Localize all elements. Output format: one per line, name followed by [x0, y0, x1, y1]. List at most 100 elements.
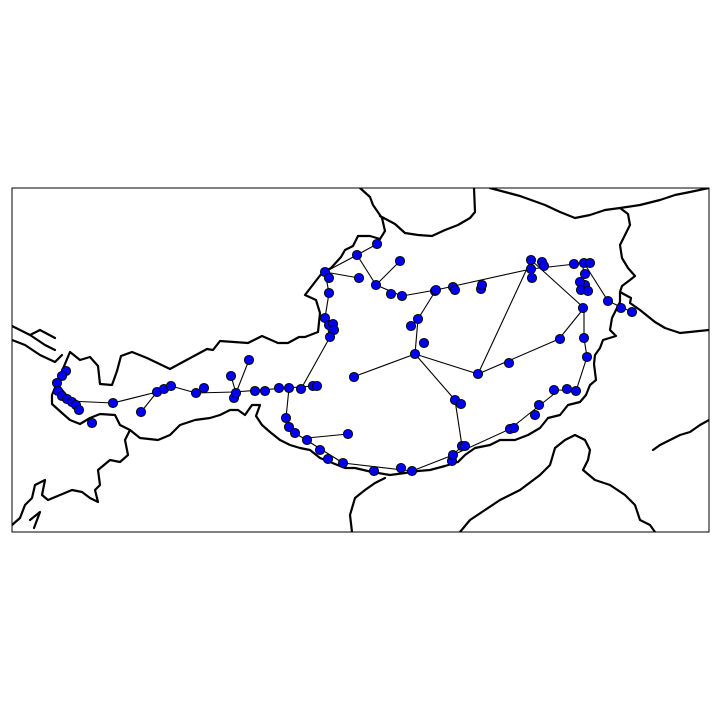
- network-node: [289, 427, 301, 439]
- network-node: [311, 380, 323, 392]
- border-east-slovakia: [618, 188, 709, 210]
- network-node: [322, 453, 334, 465]
- network-node: [337, 457, 349, 469]
- network-node: [259, 385, 271, 397]
- network-node: [526, 272, 538, 284]
- network-node: [533, 399, 545, 411]
- network-node: [626, 306, 638, 318]
- network-edge: [454, 399, 463, 447]
- network-node: [538, 260, 550, 272]
- network-node: [406, 465, 418, 477]
- network-node: [615, 302, 627, 314]
- network-node: [314, 444, 326, 456]
- network-edge: [477, 259, 532, 375]
- network-node: [295, 383, 307, 395]
- network-node: [472, 368, 484, 380]
- network-node: [370, 279, 382, 291]
- network-node: [353, 272, 365, 284]
- network-node: [525, 254, 537, 266]
- network-node: [503, 357, 515, 369]
- network-node: [581, 351, 593, 363]
- network-node: [283, 421, 295, 433]
- network-edge: [411, 454, 454, 472]
- network-node: [135, 406, 147, 418]
- border-south-italy: [12, 418, 709, 532]
- network-node: [230, 387, 242, 399]
- network-node: [455, 398, 467, 410]
- network-node: [447, 449, 459, 461]
- network-node: [86, 417, 98, 429]
- border-austria-outline: [50, 188, 709, 477]
- network-node: [449, 284, 461, 296]
- network-nodes: [51, 238, 638, 477]
- network-edge: [583, 262, 609, 302]
- network-node: [554, 333, 566, 345]
- network-node: [225, 370, 237, 382]
- network-node: [412, 313, 424, 325]
- network-node: [394, 255, 406, 267]
- network-node: [430, 284, 442, 296]
- network-node: [368, 465, 380, 477]
- network-node: [577, 302, 589, 314]
- network-node: [385, 288, 397, 300]
- network-node: [548, 384, 560, 396]
- network-edge: [306, 433, 349, 439]
- network-node: [165, 380, 177, 392]
- network-node: [371, 238, 383, 250]
- network-node: [323, 272, 335, 284]
- network-edge: [414, 318, 419, 355]
- network-node: [280, 412, 292, 424]
- network-edge: [575, 356, 588, 392]
- network-node: [476, 279, 488, 291]
- network-node: [405, 320, 417, 332]
- network-node: [418, 337, 430, 349]
- network-edge: [112, 391, 158, 404]
- network-edge: [195, 391, 235, 394]
- network-node: [602, 295, 614, 307]
- network-node: [508, 422, 520, 434]
- network-edge: [356, 254, 377, 286]
- country-borders: [12, 188, 709, 532]
- network-node: [283, 382, 295, 394]
- network-edge: [352, 353, 416, 378]
- network-node: [584, 257, 596, 269]
- network-edge: [558, 307, 585, 340]
- network-edge: [324, 254, 358, 273]
- network-node: [301, 434, 313, 446]
- network-node: [323, 287, 335, 299]
- network-node: [409, 348, 421, 360]
- network-node: [395, 462, 407, 474]
- network-node: [396, 290, 408, 302]
- network-node: [56, 370, 68, 382]
- network-node: [529, 409, 541, 421]
- network-node: [578, 332, 590, 344]
- network-node: [525, 263, 537, 275]
- network-node: [570, 385, 582, 397]
- network-node: [348, 371, 360, 383]
- network-node: [351, 249, 363, 261]
- network-edge: [414, 353, 456, 401]
- network-node: [561, 383, 573, 395]
- network-node: [73, 404, 85, 416]
- network-edge: [414, 353, 479, 375]
- network-node: [582, 285, 594, 297]
- network-node: [249, 385, 261, 397]
- border-west-switzerland: [12, 324, 64, 364]
- network-node: [273, 382, 285, 394]
- network-node: [324, 331, 336, 343]
- network-edge: [509, 389, 560, 430]
- network-node: [190, 387, 202, 399]
- network-edge: [375, 260, 401, 286]
- network-edge: [300, 336, 331, 390]
- network-node: [459, 440, 471, 452]
- network-node: [579, 268, 591, 280]
- network-edge: [324, 271, 360, 279]
- network-edge: [235, 359, 250, 394]
- network-node: [243, 354, 255, 366]
- network-node: [342, 428, 354, 440]
- network-edge: [477, 338, 560, 375]
- network-node: [198, 382, 210, 394]
- network-node: [107, 397, 119, 409]
- map-frame-border: [11, 187, 710, 533]
